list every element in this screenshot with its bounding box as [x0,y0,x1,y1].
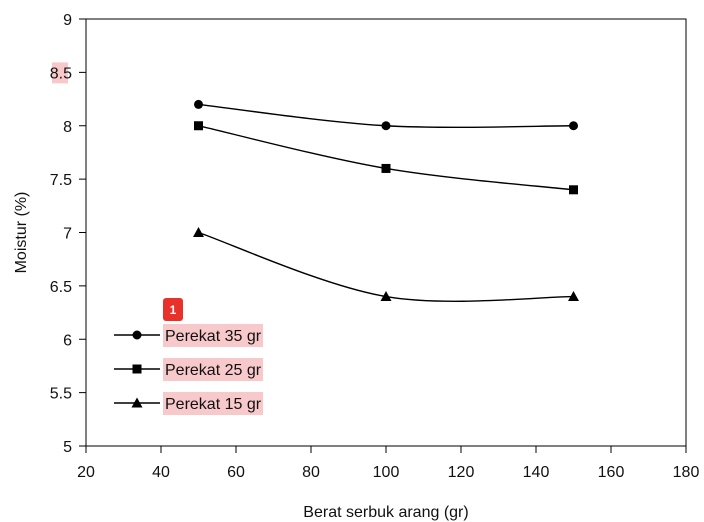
legend-highlight [163,392,264,415]
plot-frame [85,18,687,447]
x-tick-label: 60 [227,464,245,481]
y-tick-label: 6 [63,332,72,349]
y-axis-title: Moistur (%) [13,192,30,274]
series-line-2 [198,125,574,191]
data-point-1 [381,121,391,131]
y-tick-label: 8 [63,119,72,136]
tick-highlight [52,62,68,84]
y-tick-label: 8.5 [50,65,72,82]
data-point-3 [193,227,204,237]
data-point-3 [568,291,579,302]
y-tick-label: 9 [63,12,72,29]
data-point-2 [194,121,203,131]
highlight-layer [52,62,68,84]
y-tick-label: 7.5 [50,172,72,189]
badge-number: 1 [170,303,177,317]
series-line-3 [198,231,574,302]
legend-highlight [163,324,264,347]
data-point-1 [569,121,578,131]
y-tick-label: 7 [63,226,72,243]
badge-background [163,298,183,321]
legend-label: Perekat 35 gr [165,328,262,345]
x-tick-label: 40 [152,464,170,481]
legend-item: Perekat 35 gr [114,324,264,347]
series-lines [198,103,574,302]
data-point-3 [380,291,392,302]
legend-marker [132,364,142,374]
axis-ticks: 20 40 60 80 100 120 140 160 180 5 5.5 6 6.5 7 7.5 8 8.5 9 [50,12,700,481]
legend-label: Perekat 15 gr [165,396,262,413]
data-point-2 [569,185,578,195]
x-axis-title: Berat serbuk arang (gr) [303,504,468,521]
x-tick-label: 120 [448,464,475,481]
y-tick-label: 5 [63,439,72,456]
data-point-2 [381,163,391,173]
x-tick-label: 180 [673,464,700,481]
x-tick-label: 20 [77,464,95,481]
series-markers [193,99,579,302]
x-tick-label: 100 [373,464,400,481]
legend-label: Perekat 25 gr [165,362,262,379]
y-tick-label: 6.5 [50,279,72,296]
annotation-badge: 1 [163,298,183,321]
x-tick-label: 140 [523,464,550,481]
legend-highlight [163,358,264,381]
y-tick-label: 5.5 [50,386,72,403]
data-point-1 [194,99,203,109]
legend-marker [131,397,143,408]
x-tick-label: 80 [302,464,320,481]
legend-item: Perekat 25 gr [114,358,264,381]
legend-marker [132,330,142,340]
legend: Perekat 35 gr Perekat 25 gr Perekat 15 gr [114,324,264,415]
legend-item: Perekat 15 gr [114,392,264,415]
x-tick-label: 160 [598,464,625,481]
